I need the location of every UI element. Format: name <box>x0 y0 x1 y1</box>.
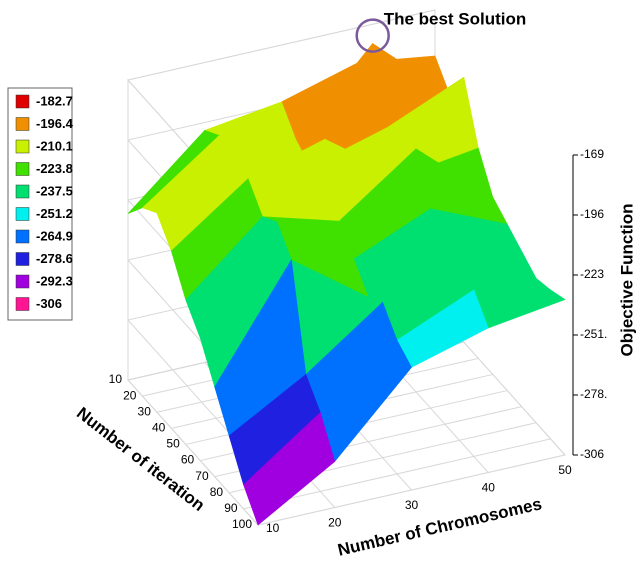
x-tick-label: 10 <box>266 521 280 535</box>
legend-swatch <box>15 207 30 221</box>
legend-swatch <box>15 162 30 176</box>
legend-label: -210.1 <box>36 138 73 153</box>
y-tick-label: 60 <box>181 453 195 467</box>
y-tick-label: 50 <box>166 437 180 451</box>
surface-patch <box>243 412 336 526</box>
z-axis-label: Objective Function <box>617 203 636 356</box>
y-tick-label: 30 <box>138 404 152 418</box>
x-tick-label: 30 <box>405 498 419 512</box>
z-tick-label: -306 <box>580 447 604 461</box>
y-tick-label: 40 <box>152 421 166 435</box>
z-tick-label: -169 <box>580 147 604 161</box>
legend-label: -306 <box>36 296 62 311</box>
y-tick-label: 90 <box>224 501 238 515</box>
surface-patch <box>473 289 566 329</box>
grid-line <box>243 438 551 510</box>
grid-line <box>257 454 566 526</box>
y-tick-label: 20 <box>123 388 137 402</box>
legend-swatch <box>15 229 30 244</box>
surface-patch <box>203 101 297 141</box>
legend-swatch <box>15 139 30 154</box>
legend-label: -196.4 <box>36 116 74 131</box>
best-marker <box>355 18 390 53</box>
y-tick-label: 100 <box>232 517 252 531</box>
legend-swatch <box>15 117 30 131</box>
z-tick-label: -196 <box>580 207 604 221</box>
legend-label: -223.8 <box>36 161 73 176</box>
x-tick-label: 20 <box>328 516 342 530</box>
z-tick-label: -223 <box>580 267 604 281</box>
legend-swatch <box>15 297 30 311</box>
legend-label: -182.7 <box>36 93 73 108</box>
legend-label: -264.9 <box>36 228 73 243</box>
z-tick-label: -278. <box>580 387 607 401</box>
legend-label: -278.6 <box>36 251 73 266</box>
y-tick-label: 70 <box>195 469 209 483</box>
z-tick-label: -251. <box>580 327 607 341</box>
legend-label: -251.2 <box>36 206 73 221</box>
x-tick-label: 40 <box>482 481 496 495</box>
legend-swatch <box>15 274 30 289</box>
y-tick-label: 10 <box>109 372 123 386</box>
legend-swatch <box>15 94 30 109</box>
legend-swatch <box>15 252 30 266</box>
x-axis-label: Number of Chromosomes <box>336 494 544 559</box>
legend-label: -292.3 <box>36 273 73 288</box>
annotation: The best Solution <box>384 9 527 28</box>
legend-swatch <box>15 184 30 199</box>
y-tick-label: 80 <box>210 485 224 499</box>
legend-label: -237.5 <box>36 183 73 198</box>
x-tick-label: 50 <box>558 463 572 477</box>
